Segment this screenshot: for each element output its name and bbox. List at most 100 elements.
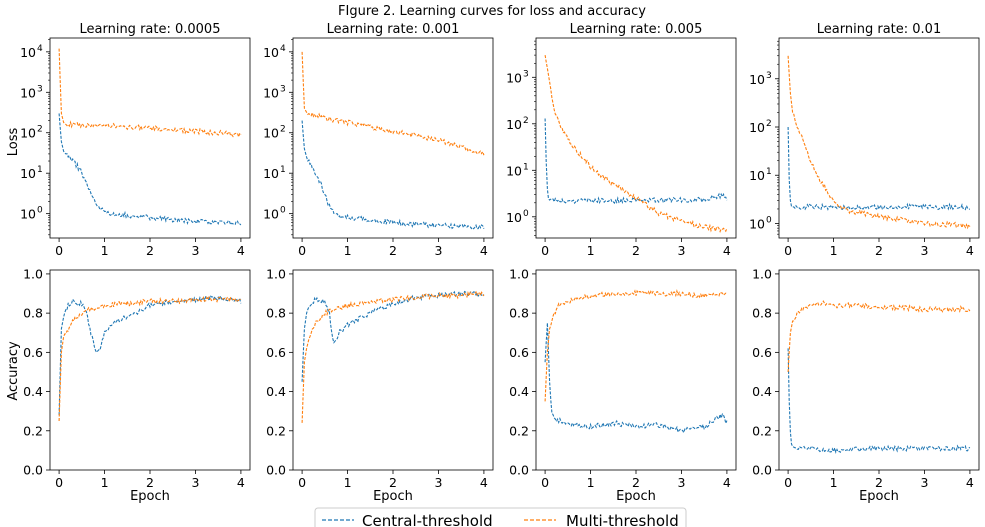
panel-title: Learning rate: 0.001 — [327, 22, 460, 37]
x-tick-label: 2 — [146, 475, 154, 490]
y-tick-label: 10 — [263, 207, 279, 222]
y-tick-exponent: 1 — [280, 165, 286, 175]
y-tick-label: 0.8 — [509, 306, 529, 321]
y-tick-label: 1.0 — [752, 266, 772, 281]
figure-title: FIgure 2. Learning curves for loss and a… — [338, 4, 646, 19]
y-tick-label: 1.0 — [266, 266, 286, 281]
legend: Central-threshold Multi-threshold — [314, 507, 687, 527]
panel-8: 0 1 2 3 4 0.0 0.2 0.4 0.6 0.8 1.0 Epoch — [752, 266, 980, 504]
axes-frame — [292, 37, 494, 239]
y-tick-label: 1.0 — [509, 266, 529, 281]
y-tick-label: 0.2 — [509, 423, 529, 438]
y-tick-label: 0.0 — [509, 463, 529, 478]
x-tick-label: 1 — [101, 243, 109, 258]
y-tick-label: 0.6 — [509, 345, 529, 360]
x-tick-label: 2 — [632, 475, 640, 490]
series-line-multi — [58, 48, 242, 139]
series-line-central — [58, 113, 242, 226]
x-tick-label: 2 — [389, 243, 397, 258]
series-line-central — [787, 348, 971, 454]
loss-row-ylabel: Loss — [6, 128, 21, 157]
x-tick-label: 4 — [723, 475, 731, 490]
x-tick-label: 0 — [541, 475, 549, 490]
x-tick-label: 0 — [541, 243, 549, 258]
x-tick-label: 2 — [875, 243, 883, 258]
x-tick-label: 1 — [830, 243, 838, 258]
x-tick-label: 3 — [191, 243, 199, 258]
x-tick-label: 1 — [830, 475, 838, 490]
y-tick-exponent: 2 — [766, 119, 772, 129]
x-tick-label: 2 — [632, 243, 640, 258]
y-tick-label: 0.4 — [509, 384, 529, 399]
y-tick-label: 0.8 — [23, 306, 43, 321]
x-tick-label: 4 — [723, 243, 731, 258]
x-tick-label: 0 — [298, 243, 306, 258]
series-line-central — [301, 290, 485, 382]
x-tick-label: 1 — [344, 475, 352, 490]
y-tick-label: 10 — [20, 126, 36, 141]
y-tick-label: 10 — [263, 126, 279, 141]
x-tick-label: 2 — [875, 475, 883, 490]
y-tick-exponent: 0 — [523, 209, 529, 219]
y-tick-exponent: 3 — [280, 84, 286, 94]
y-tick-exponent: 3 — [766, 71, 772, 81]
y-tick-label: 10 — [20, 207, 36, 222]
panel-title: Learning rate: 0.005 — [570, 22, 703, 37]
y-tick-label: 10 — [263, 166, 279, 181]
x-axis-label: Epoch — [859, 489, 899, 504]
y-tick-label: 10 — [749, 72, 765, 87]
y-tick-exponent: 2 — [280, 125, 286, 135]
y-tick-label: 10 — [506, 210, 522, 225]
x-tick-label: 4 — [237, 475, 245, 490]
y-tick-label: 10 — [263, 85, 279, 100]
x-axis-label: Epoch — [130, 489, 170, 504]
y-tick-exponent: 4 — [37, 44, 43, 54]
axes-frame — [535, 269, 737, 471]
x-tick-label: 3 — [677, 243, 685, 258]
y-tick-exponent: 1 — [523, 162, 529, 172]
x-tick-label: 3 — [434, 243, 442, 258]
series-line-multi — [58, 295, 242, 422]
y-tick-exponent: 1 — [37, 165, 43, 175]
x-tick-label: 0 — [55, 243, 63, 258]
y-tick-exponent: 1 — [766, 167, 772, 177]
y-tick-label: 10 — [506, 163, 522, 178]
x-tick-label: 4 — [966, 475, 974, 490]
y-tick-label: 0.4 — [23, 384, 43, 399]
axes-frame — [535, 37, 737, 239]
x-tick-label: 4 — [966, 243, 974, 258]
y-tick-label: 10 — [20, 45, 36, 60]
panel-7: 0 1 2 3 4 0.0 0.2 0.4 0.6 0.8 1.0 Epoch — [509, 266, 737, 504]
y-tick-label: 0.0 — [23, 463, 43, 478]
x-tick-label: 4 — [480, 475, 488, 490]
x-axis-label: Epoch — [373, 489, 413, 504]
x-tick-label: 2 — [389, 475, 397, 490]
y-tick-label: 0.6 — [752, 345, 772, 360]
panel-title: Learning rate: 0.0005 — [80, 22, 221, 37]
y-tick-exponent: 0 — [280, 206, 286, 216]
series-line-multi — [787, 300, 971, 373]
y-tick-label: 10 — [20, 85, 36, 100]
x-tick-label: 0 — [55, 475, 63, 490]
x-tick-label: 3 — [677, 475, 685, 490]
y-tick-label: 10 — [506, 117, 522, 132]
y-tick-label: 10 — [263, 45, 279, 60]
axes-frame — [778, 269, 980, 471]
y-tick-label: 0.0 — [752, 463, 772, 478]
y-tick-label: 0.8 — [266, 306, 286, 321]
legend-box — [314, 507, 687, 527]
y-tick-exponent: 2 — [37, 125, 43, 135]
y-tick-label: 0.2 — [752, 423, 772, 438]
y-tick-label: 10 — [749, 120, 765, 135]
axes-frame — [49, 37, 251, 239]
x-tick-label: 0 — [784, 475, 792, 490]
y-tick-label: 10 — [506, 70, 522, 85]
x-tick-label: 1 — [101, 475, 109, 490]
x-tick-label: 3 — [434, 475, 442, 490]
x-tick-label: 1 — [344, 243, 352, 258]
